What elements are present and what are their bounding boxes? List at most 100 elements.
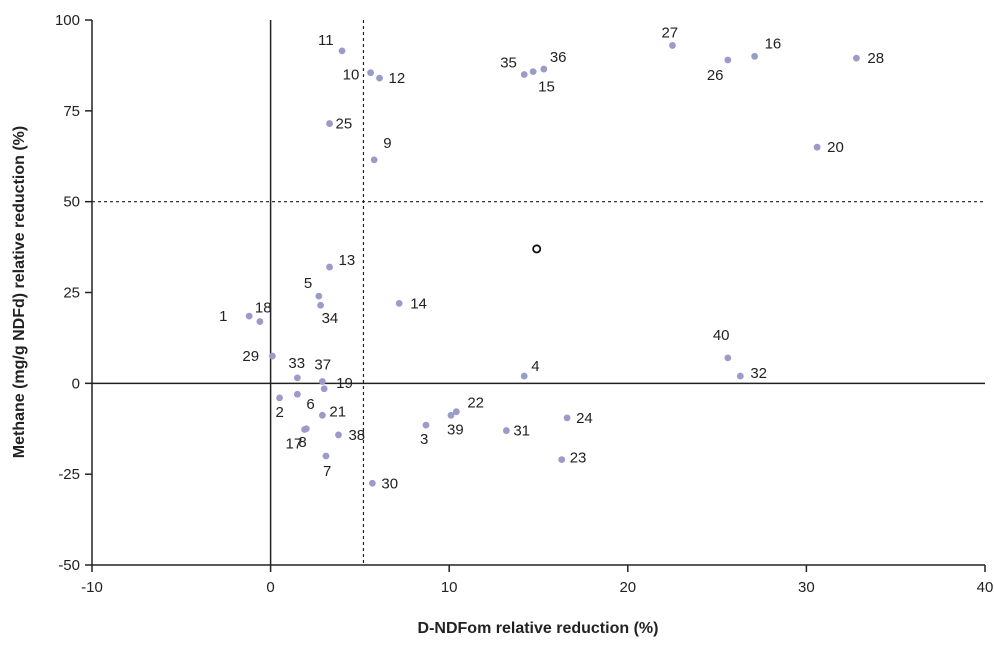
data-point <box>452 408 460 416</box>
data-point-label: 2 <box>276 404 284 421</box>
mean-point-marker <box>532 244 542 254</box>
data-point-label: 32 <box>750 365 767 382</box>
data-point-label: 36 <box>550 49 567 66</box>
data-point-label: 29 <box>242 348 259 365</box>
data-point-label: 31 <box>513 423 530 440</box>
data-point-label: 38 <box>348 427 365 444</box>
data-point <box>268 352 276 360</box>
data-point-label: 24 <box>576 410 593 427</box>
y-tick-label: 25 <box>63 285 80 302</box>
data-point <box>447 411 455 419</box>
data-point <box>367 69 375 77</box>
data-point-label: 21 <box>329 403 346 420</box>
data-point <box>724 354 732 362</box>
data-point <box>376 74 383 82</box>
data-point <box>317 301 325 309</box>
data-point-label: 12 <box>389 70 406 87</box>
data-point <box>502 427 510 434</box>
data-point-label: 19 <box>336 375 353 392</box>
data-point-label: 20 <box>827 139 844 156</box>
data-point-label: 10 <box>343 67 360 84</box>
x-tick-label: 20 <box>619 579 636 596</box>
y-tick-label: 100 <box>55 12 80 29</box>
data-point <box>335 431 342 439</box>
data-point <box>529 68 537 75</box>
data-point <box>669 42 676 49</box>
y-tick-label: 50 <box>63 194 80 211</box>
data-point <box>540 65 548 73</box>
data-point <box>276 394 283 402</box>
data-point-label: 40 <box>713 327 730 344</box>
data-point-label: 17 <box>286 435 303 452</box>
data-point <box>395 300 403 307</box>
data-point <box>318 411 326 419</box>
data-point <box>256 318 264 325</box>
point-labels: 1234567891011121314151617181920212223242… <box>219 24 884 492</box>
data-point-label: 7 <box>323 463 331 480</box>
y-tick-label: -50 <box>58 557 80 574</box>
data-point-label: 5 <box>304 275 312 292</box>
data-point <box>293 390 301 398</box>
y-axis-title: Methane (mg/g NDFd) relative reduction (… <box>11 126 28 458</box>
x-tick-label: 30 <box>798 579 815 596</box>
data-point <box>853 54 860 62</box>
data-point <box>326 120 333 127</box>
data-point-label: 26 <box>707 67 724 84</box>
y-tick-label: 0 <box>72 375 80 392</box>
data-point <box>558 456 566 464</box>
data-point <box>736 372 744 380</box>
data-point <box>422 421 430 429</box>
data-point <box>326 263 333 271</box>
reference-lines <box>92 20 985 565</box>
y-tick-label: -25 <box>58 466 80 483</box>
data-point <box>369 479 376 487</box>
data-point-label: 37 <box>314 357 331 374</box>
data-point-label: 6 <box>306 396 314 413</box>
data-point-label: 39 <box>447 421 464 438</box>
data-point <box>293 374 301 382</box>
data-point-label: 16 <box>765 35 782 52</box>
x-tick-label: 40 <box>977 579 994 596</box>
data-point-label: 33 <box>288 355 305 372</box>
data-point-label: 1 <box>219 308 227 325</box>
data-point <box>338 47 346 55</box>
data-point-label: 27 <box>661 24 678 41</box>
data-point-label: 34 <box>322 310 339 327</box>
data-point <box>322 452 330 460</box>
data-point-label: 8 <box>298 434 306 451</box>
data-point <box>245 312 253 320</box>
data-point-label: 18 <box>255 300 272 317</box>
data-point <box>370 156 378 164</box>
data-point <box>315 292 323 300</box>
data-point-label: 13 <box>339 252 356 269</box>
data-point <box>813 143 821 151</box>
x-tick-label: 0 <box>266 579 274 596</box>
data-point <box>520 372 528 380</box>
data-point-label: 14 <box>410 295 427 312</box>
data-point <box>520 71 528 78</box>
data-point-label: 30 <box>381 475 398 492</box>
x-tick-label: -10 <box>81 579 103 596</box>
data-points <box>245 42 860 487</box>
data-point-label: 25 <box>336 116 353 133</box>
data-point-label: 3 <box>420 431 428 448</box>
data-point <box>724 56 732 64</box>
data-point-label: 28 <box>867 50 884 67</box>
data-point-label: 23 <box>570 450 587 467</box>
x-axis-title: D-NDFom relative reduction (%) <box>418 620 659 637</box>
x-tick-label: 10 <box>441 579 458 596</box>
data-point <box>318 378 326 385</box>
data-point <box>320 385 328 393</box>
data-point-label: 22 <box>467 395 484 412</box>
data-point <box>751 52 759 60</box>
data-point-label: 4 <box>531 358 539 375</box>
data-point-label: 35 <box>500 55 517 72</box>
y-tick-label: 75 <box>63 103 80 120</box>
data-point-label: 9 <box>383 135 391 152</box>
data-point <box>563 414 571 422</box>
data-point-label: 11 <box>318 32 334 49</box>
data-point <box>301 426 308 433</box>
data-point-label: 15 <box>538 79 555 96</box>
